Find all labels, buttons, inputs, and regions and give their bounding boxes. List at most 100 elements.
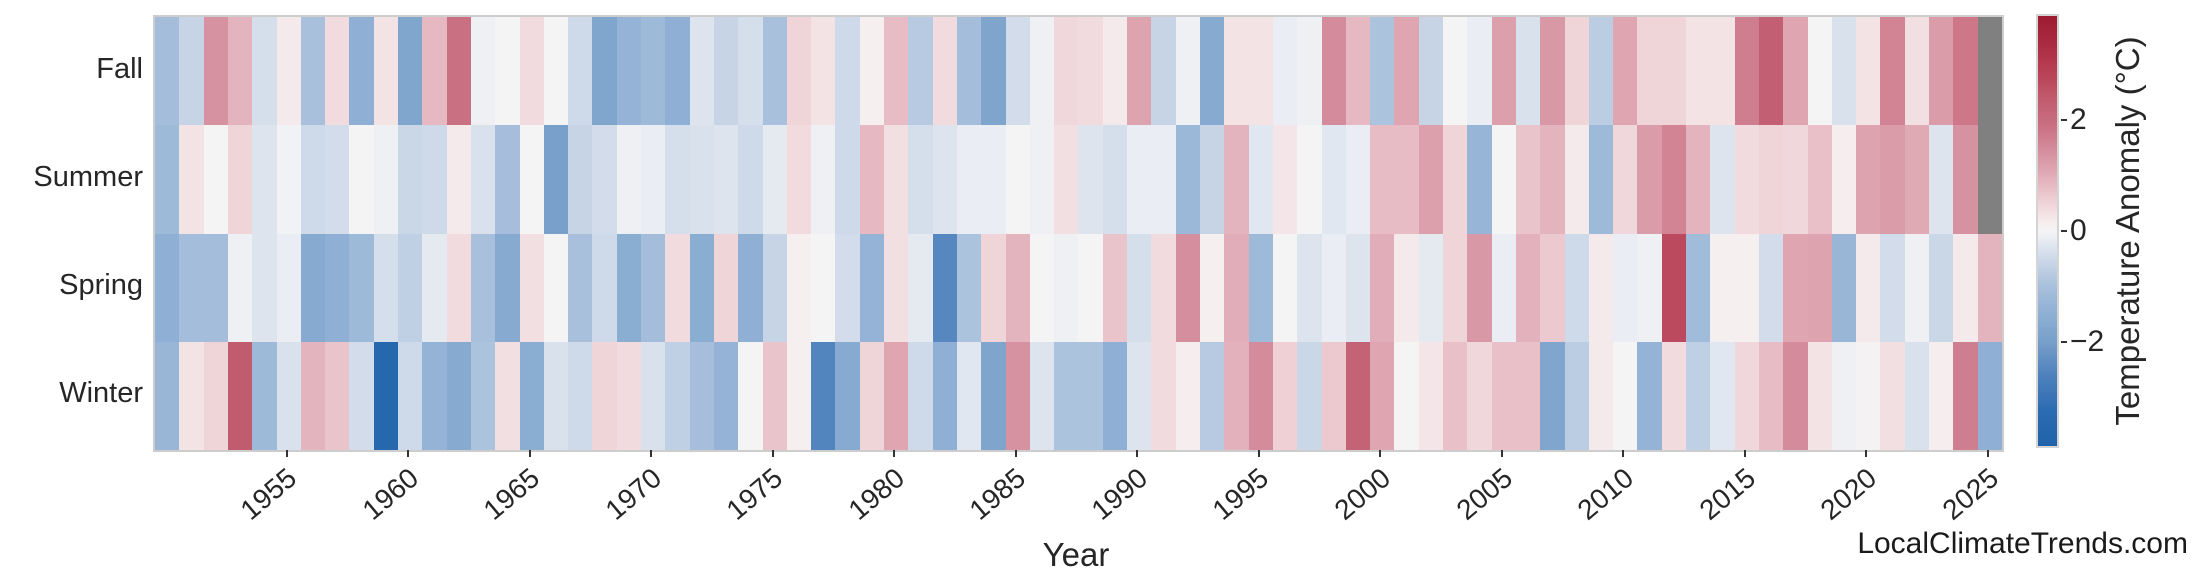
heatmap-cell xyxy=(1248,125,1273,234)
heatmap-cell xyxy=(1758,17,1784,126)
heatmap-cell xyxy=(981,17,1006,126)
heatmap-cell xyxy=(1297,233,1322,342)
heatmap-cell xyxy=(1418,233,1444,342)
heatmap-cell xyxy=(1661,233,1687,342)
x-tick-mark xyxy=(407,450,410,457)
heatmap-cell xyxy=(1491,17,1516,126)
heatmap-cell xyxy=(495,233,520,342)
heatmap-cell xyxy=(1394,17,1419,126)
heatmap-cell xyxy=(1370,341,1395,450)
heatmap-cell xyxy=(1005,17,1030,126)
heatmap-cell xyxy=(1783,17,1808,126)
x-tick-mark xyxy=(1500,450,1503,457)
heatmap-cell xyxy=(1783,341,1808,450)
heatmap-cell xyxy=(252,125,277,234)
heatmap-cell xyxy=(1491,125,1516,234)
heatmap-cell xyxy=(1831,341,1857,450)
heatmap-cell xyxy=(1613,125,1638,234)
heatmap-cell xyxy=(932,125,957,234)
heatmap-cell xyxy=(811,125,836,234)
heatmap-cell xyxy=(1540,17,1565,126)
heatmap-cell xyxy=(1443,341,1468,450)
heatmap-cell xyxy=(932,341,957,450)
heatmap-cell xyxy=(1102,17,1128,126)
heatmap-cell xyxy=(349,233,374,342)
heatmap-cell xyxy=(665,125,690,234)
heatmap-cell xyxy=(592,17,617,126)
heatmap-cell xyxy=(859,341,885,450)
heatmap-cell xyxy=(786,17,812,126)
colorbar-tick-label: 0 xyxy=(2070,214,2087,247)
heatmap-cell xyxy=(543,233,569,342)
x-tick-label: 2015 xyxy=(1693,462,1761,526)
heatmap-cell xyxy=(1151,17,1176,126)
heatmap-cell xyxy=(1856,341,1881,450)
colorbar-tick-mark xyxy=(2061,341,2067,344)
heatmap-cell xyxy=(300,125,326,234)
heatmap-cell xyxy=(446,17,471,126)
heatmap-cell xyxy=(1370,233,1395,342)
heatmap-cell xyxy=(1953,341,1978,450)
x-tick-mark xyxy=(1865,450,1868,457)
heatmap-cell xyxy=(1248,17,1273,126)
heatmap-cell xyxy=(325,233,350,342)
heatmap-cell xyxy=(1977,17,2002,126)
heatmap-cell xyxy=(179,341,204,450)
heatmap-cell xyxy=(1443,125,1468,234)
row-label-winter: Winter xyxy=(59,377,143,410)
heatmap-cell xyxy=(835,341,860,450)
heatmap-cell xyxy=(1540,125,1565,234)
heatmap-cell xyxy=(422,233,447,342)
heatmap-cell xyxy=(519,341,544,450)
heatmap-cell xyxy=(1807,233,1832,342)
heatmap-cell xyxy=(908,125,933,234)
row-label-fall: Fall xyxy=(96,52,143,85)
heatmap-cell xyxy=(641,17,666,126)
heatmap-cell xyxy=(1637,233,1662,342)
x-tick-mark xyxy=(1379,450,1382,457)
heatmap-cell xyxy=(786,233,812,342)
heatmap-cell xyxy=(1637,17,1662,126)
heatmap-cell xyxy=(398,233,423,342)
heatmap-cell xyxy=(981,341,1006,450)
heatmap-cell xyxy=(203,341,228,450)
heatmap-cell xyxy=(300,233,326,342)
heatmap-cell xyxy=(1200,233,1225,342)
heatmap-cell xyxy=(956,341,982,450)
x-tick-label: 1965 xyxy=(477,462,546,526)
heatmap-cell xyxy=(1758,125,1784,234)
heatmap-cell xyxy=(1686,341,1711,450)
heatmap-cell xyxy=(641,125,666,234)
y-axis-row-labels: Fall Summer Spring Winter xyxy=(0,15,143,448)
heatmap-cell xyxy=(786,125,812,234)
heatmap-cell xyxy=(1904,125,1930,234)
heatmap-cell xyxy=(519,233,544,342)
heatmap-cell xyxy=(1807,17,1832,126)
heatmap-cell xyxy=(1029,341,1055,450)
heatmap-cell xyxy=(956,17,982,126)
heatmap-cell xyxy=(592,125,617,234)
heatmap-cell xyxy=(1005,125,1030,234)
heatmap-cell xyxy=(422,17,447,126)
heatmap-cell xyxy=(1297,341,1322,450)
x-tick-label: 2025 xyxy=(1936,462,2004,526)
heatmap-cell xyxy=(1515,341,1541,450)
heatmap-cell xyxy=(1005,341,1030,450)
heatmap-cell xyxy=(1224,341,1249,450)
x-tick-label: 1995 xyxy=(1207,462,1275,526)
x-tick-mark xyxy=(285,450,288,457)
heatmap-cell xyxy=(1564,17,1589,126)
heatmap-cell xyxy=(1710,125,1735,234)
heatmap-cell xyxy=(1175,341,1200,450)
heatmap-cell xyxy=(1394,233,1419,342)
colorbar-axis-label: Temperature Anomaly (°C) xyxy=(2109,36,2146,426)
heatmap-cell xyxy=(884,17,909,126)
heatmap-cell xyxy=(738,233,763,342)
heatmap-cell xyxy=(641,341,666,450)
heatmap-row-summer xyxy=(155,125,2002,234)
heatmap-cell xyxy=(1418,341,1444,450)
heatmap-cell xyxy=(1588,233,1614,342)
x-tick-mark xyxy=(771,450,774,457)
heatmap-cell xyxy=(1394,341,1419,450)
heatmap-cell xyxy=(373,233,399,342)
